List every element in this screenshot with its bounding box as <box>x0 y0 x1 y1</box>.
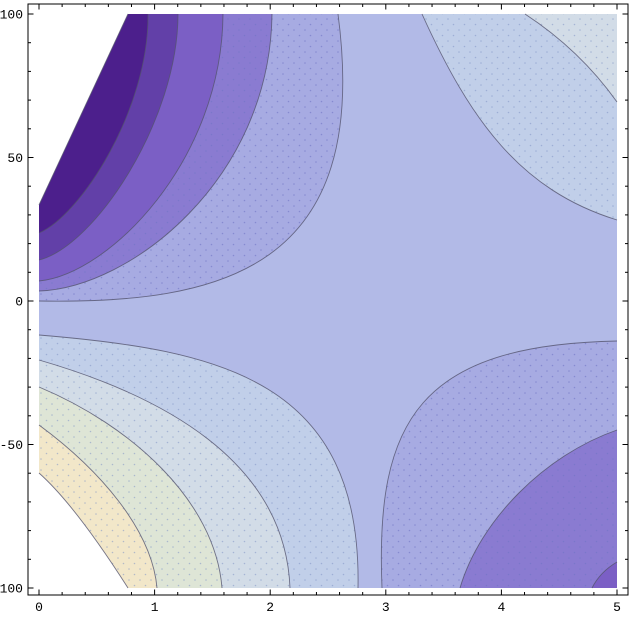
contour-line-clip-white-top-left <box>38 13 129 206</box>
plot-frame <box>27 3 629 596</box>
contour-line-B-pale-green <box>38 424 158 589</box>
y-tick-label: 50 <box>7 151 23 166</box>
contour-line-J-darkest-purple <box>38 13 149 234</box>
y-tick-label: -100 <box>0 582 23 597</box>
contour-band-H-purple <box>39 14 617 588</box>
contour-line-D-light-blue <box>38 13 618 589</box>
axis-ticks-layer <box>28 4 628 595</box>
y-tick-label: 100 <box>0 8 23 23</box>
contour-line-E-center-lavender <box>38 13 618 589</box>
x-tick-label: 1 <box>151 600 159 615</box>
contour-line-A-cream <box>38 472 129 589</box>
x-tick-label: 3 <box>382 600 390 615</box>
contour-line-I-dark-purple <box>38 13 179 261</box>
x-tick-label: 0 <box>35 600 43 615</box>
contour-lines-layer <box>38 13 618 589</box>
contour-line-G-medium-purple <box>38 13 618 589</box>
x-tick-label: 2 <box>266 600 274 615</box>
x-tick-label: 4 <box>497 600 505 615</box>
plot-frame-layer <box>27 3 629 596</box>
y-tick-label: -50 <box>0 438 23 453</box>
y-tick-label: 0 <box>15 295 23 310</box>
contour-bands-layer <box>39 14 617 588</box>
contour-line-H-purple <box>38 13 618 589</box>
x-tick-label: 5 <box>613 600 621 615</box>
contour-line-F-lavender <box>38 13 618 589</box>
contour-line-C-pale-blue <box>38 386 223 589</box>
axis-labels-layer: 0 1 2 3 4 5 -100 -50 0 50 100 <box>0 8 621 616</box>
